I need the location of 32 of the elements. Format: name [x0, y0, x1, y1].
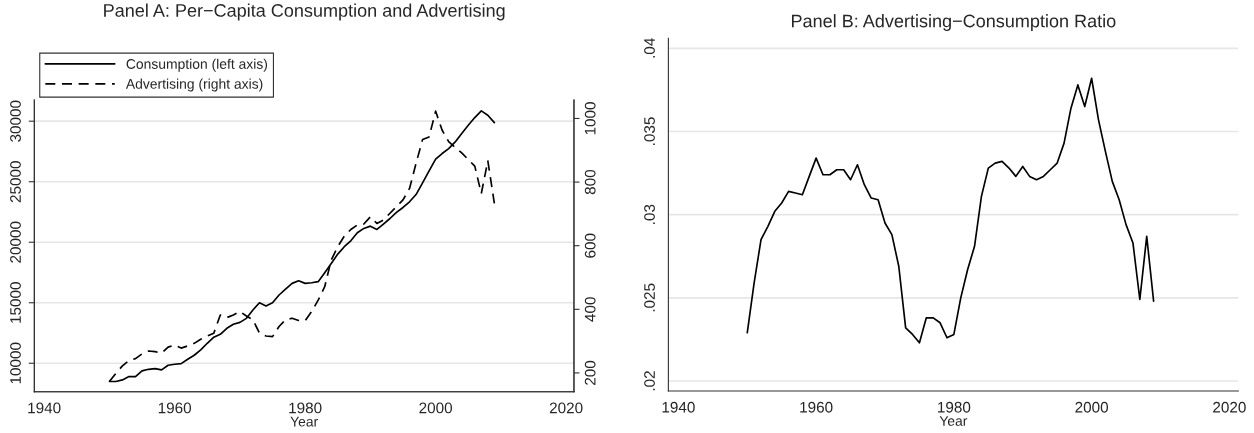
legend-label: Consumption (left axis)	[126, 58, 268, 72]
x-tick-label: 1940	[662, 401, 695, 413]
x-tick-label: 1960	[800, 401, 833, 413]
x-tick-label: 1940	[28, 402, 61, 414]
x-tick-label: 1980	[938, 401, 971, 413]
legend-label: Advertising (right axis)	[125, 78, 263, 92]
y-tick-label: 15000	[10, 282, 21, 323]
y-tick-label: 25000	[10, 161, 21, 203]
x-tick-label: 1980	[289, 402, 322, 414]
chart-title: Panel B: Advertising−Consumption Ratio	[792, 14, 1116, 31]
x-tick-label: 2000	[1075, 401, 1109, 413]
y-tick-label: .04	[644, 38, 655, 58]
chart-title: Panel A: Per−Capita Consumption and Advertising	[104, 3, 505, 21]
y-tick-label: .02	[644, 371, 655, 391]
y-tick-label: .03	[644, 204, 655, 224]
y-tick-label: 20000	[10, 221, 21, 263]
x-axis-title: Year	[939, 416, 968, 426]
y-tick-label: .035	[644, 117, 655, 145]
y-tick-label: 10000	[10, 342, 21, 384]
y2-tick-label: 600	[584, 233, 596, 258]
x-tick-label: 1960	[158, 402, 192, 414]
x-tick-label: 2000	[419, 402, 453, 414]
y-tick-label: .025	[644, 283, 655, 312]
x-axis-title: Year	[290, 416, 318, 427]
x-tick-label: 2020	[549, 402, 583, 414]
line-series	[746, 77, 1155, 344]
x-tick-label: 2020	[1213, 401, 1246, 413]
y2-tick-label: 200	[584, 360, 596, 385]
y2-tick-label: 800	[584, 169, 596, 195]
y-tick-label: 30000	[10, 100, 21, 142]
y2-tick-label: 1000	[584, 102, 596, 135]
y2-tick-label: 400	[584, 297, 596, 322]
